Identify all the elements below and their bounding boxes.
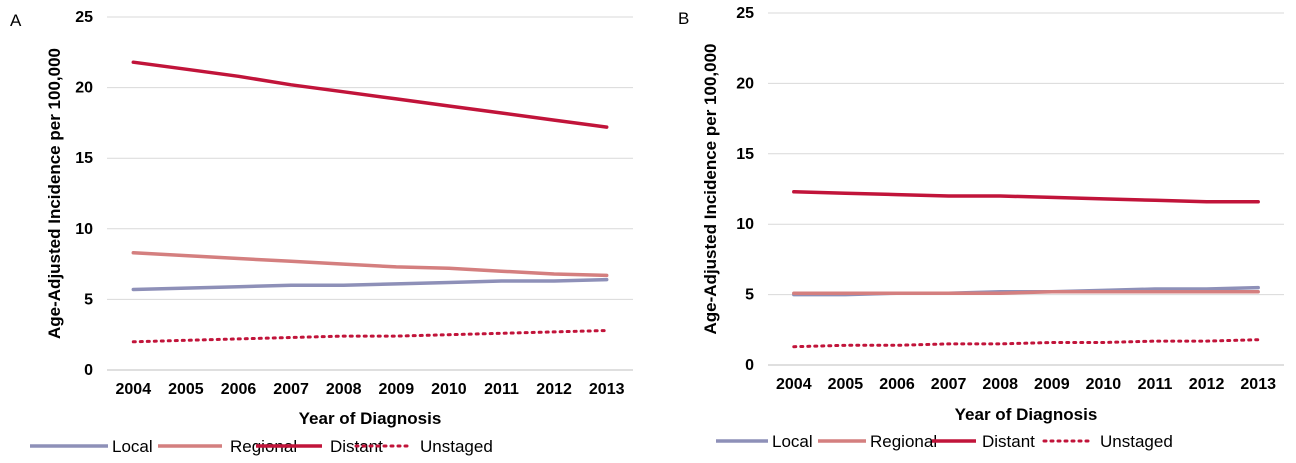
y-tick-label: 5 — [745, 287, 754, 304]
series-line-unstaged — [131, 329, 609, 344]
chart-panel-b: B 0 5 10 15 20 25 2004 2005 2006 2007 2008 2009 2010 2… — [648, 0, 1296, 463]
x-tick-label: 2009 — [379, 381, 415, 398]
series-line-local — [131, 277, 609, 292]
legend-label-distant: Distant — [982, 432, 1035, 451]
y-tick-label: 10 — [736, 216, 754, 233]
y-tick-label: 15 — [736, 146, 754, 163]
y-tick-label: 15 — [75, 150, 93, 167]
y-tick-label: 0 — [745, 357, 754, 374]
x-tick-label: 2008 — [326, 381, 362, 398]
y-tick-label: 5 — [84, 291, 93, 308]
x-tick-label: 2004 — [776, 376, 812, 393]
y-axis-title: Age-Adjusted Incidence per 100,000 — [701, 44, 720, 335]
x-tick-label: 2008 — [982, 376, 1018, 393]
x-tick-label: 2010 — [431, 381, 467, 398]
y-tick-label: 20 — [75, 80, 93, 97]
y-tick-label: 0 — [84, 362, 93, 379]
panel-label: B — [678, 9, 689, 28]
y-tick-label: 25 — [736, 5, 754, 22]
x-tick-label: 2012 — [1189, 376, 1225, 393]
series-line-regional — [131, 251, 609, 278]
y-tick-label: 20 — [736, 75, 754, 92]
panel-label: A — [10, 11, 22, 30]
x-tick-label: 2006 — [221, 381, 257, 398]
x-tick-label: 2007 — [273, 381, 309, 398]
series-line-distant — [792, 190, 1260, 204]
x-axis-title: Year of Diagnosis — [299, 409, 442, 428]
x-tick-label: 2006 — [879, 376, 915, 393]
x-tick-label: 2013 — [1240, 376, 1276, 393]
x-tick-label: 2005 — [168, 381, 204, 398]
y-axis-title: Age-Adjusted Incidence per 100,000 — [45, 48, 64, 339]
line-chart-a: A 0 5 10 15 20 25 2004 2005 2006 2007 2008 2009 2010 2… — [10, 9, 633, 456]
x-axis-title: Year of Diagnosis — [955, 405, 1098, 424]
series-line-unstaged — [792, 338, 1260, 349]
chart-panel-a: A 0 5 10 15 20 25 2004 2005 2006 2007 2008 2009 2010 2… — [10, 9, 633, 456]
series-line-regional — [792, 290, 1260, 295]
x-tick-label: 2005 — [828, 376, 864, 393]
x-tick-label: 2011 — [1138, 376, 1173, 393]
x-tick-label: 2011 — [484, 381, 519, 398]
x-tick-label: 2004 — [116, 381, 152, 398]
x-tick-label: 2007 — [931, 376, 967, 393]
legend-label-unstaged: Unstaged — [1100, 432, 1173, 451]
legend-label-local: Local — [772, 432, 813, 451]
x-tick-label: 2009 — [1034, 376, 1070, 393]
line-chart-b: B 0 5 10 15 20 25 2004 2005 2006 2007 2008 2009 2010 2… — [678, 5, 1284, 451]
y-tick-label: 25 — [75, 9, 93, 26]
y-tick-label: 10 — [75, 221, 93, 238]
x-tick-label: 2012 — [536, 381, 572, 398]
x-tick-label: 2013 — [589, 381, 625, 398]
series-line-distant — [131, 60, 609, 129]
legend-label-local: Local — [112, 437, 153, 456]
legend-label-regional: Regional — [870, 432, 937, 451]
legend-label-unstaged: Unstaged — [420, 437, 493, 456]
x-tick-label: 2010 — [1086, 376, 1122, 393]
